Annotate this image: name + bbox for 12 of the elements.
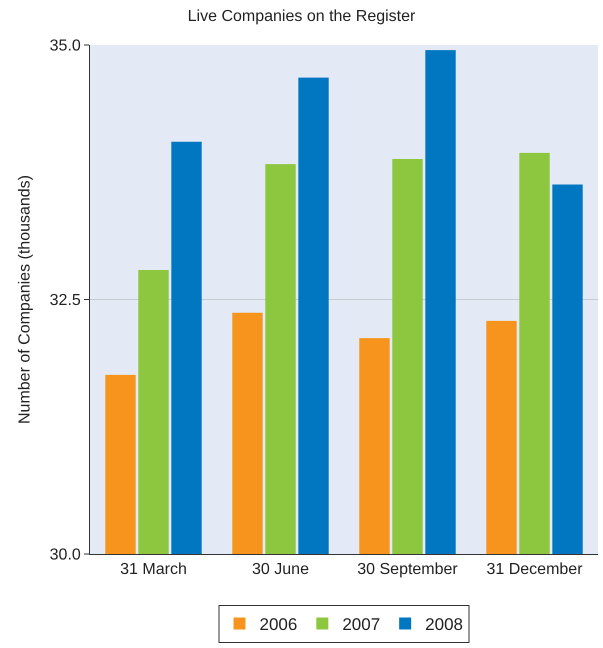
y-tick-label: 35.0: [50, 38, 81, 55]
y-tick-label: 30.0: [50, 546, 81, 564]
x-tick-label: 30 June: [252, 561, 310, 578]
y-axis-title: Number of Companies (thousands): [16, 174, 34, 424]
chart-title: Live Companies on the Register: [188, 8, 416, 25]
legend-label: 2006: [260, 615, 298, 634]
legend-label: 2007: [342, 615, 380, 634]
x-tick-label: 31 December: [486, 561, 584, 578]
legend-label: 2008: [425, 615, 463, 634]
x-tick-label: 31 March: [120, 561, 187, 578]
y-tick-label: 32.5: [50, 292, 81, 310]
x-tick-label: 30 September: [357, 561, 458, 578]
